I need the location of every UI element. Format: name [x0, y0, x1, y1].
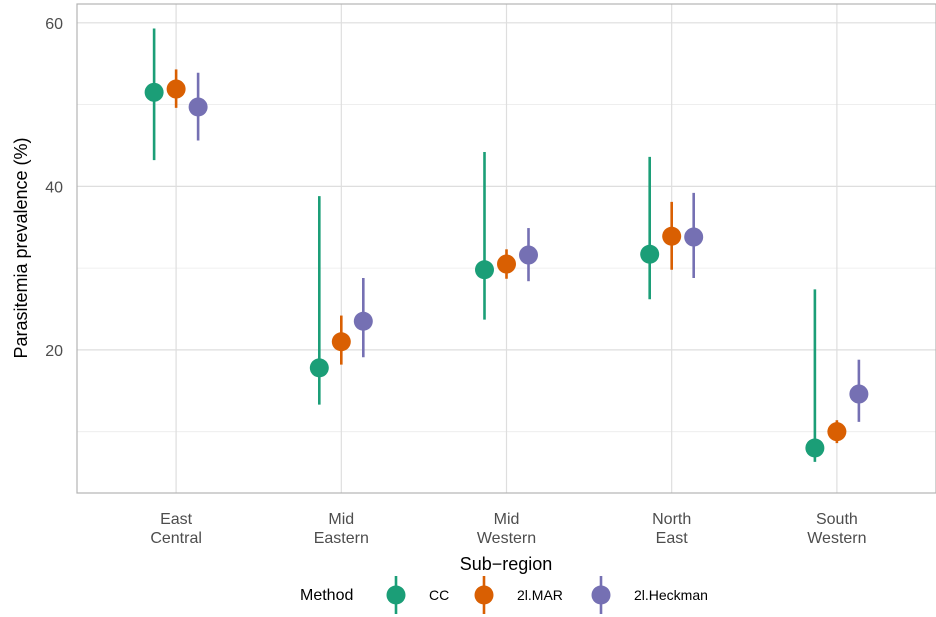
data-point: [144, 82, 164, 102]
x-axis-title: Sub−region: [460, 554, 553, 574]
legend-label: 2l.MAR: [517, 587, 563, 603]
y-tick-label: 40: [45, 179, 63, 196]
data-point: [684, 227, 704, 247]
panel-border: [76, 3, 936, 494]
data-point: [331, 332, 351, 352]
x-axis-ticks: East Central Mid Eastern Mid Western North East…: [150, 511, 866, 547]
data-point: [519, 245, 538, 265]
x-tick-label-line: Eastern: [314, 530, 369, 547]
x-tick-label: Mid Western: [477, 511, 536, 547]
x-tick-label: Mid Eastern: [314, 511, 369, 547]
legend-title: Method: [300, 587, 353, 604]
y-tick-label: 60: [45, 16, 63, 33]
legend-key-point: [591, 585, 611, 605]
data-point: [662, 226, 682, 246]
y-tick-label: 20: [45, 343, 63, 360]
legend-label: CC: [429, 587, 449, 603]
data-point: [309, 358, 329, 378]
legend-key-point: [474, 585, 494, 605]
x-tick-label-line: Western: [807, 530, 866, 547]
x-tick-label-line: Mid: [494, 511, 520, 528]
x-tick-label: South Western: [807, 511, 866, 547]
x-tick-label-line: Central: [150, 530, 202, 547]
data-point: [188, 97, 208, 117]
legend: Method CC 2l.MAR 2l.Heckman: [300, 576, 708, 614]
data-point: [353, 311, 373, 331]
x-tick-label-line: South: [816, 511, 858, 528]
y-axis-title: Parasitemia prevalence (%): [11, 137, 31, 358]
data-point: [849, 384, 869, 404]
x-tick-label-line: North: [652, 511, 691, 528]
data-point: [805, 438, 825, 458]
data-point: [640, 244, 660, 264]
data-marks: [144, 28, 869, 462]
x-tick-label-line: Mid: [328, 511, 354, 528]
x-tick-label-line: Western: [477, 530, 536, 547]
x-tick-label: North East: [652, 511, 691, 547]
data-point: [166, 79, 186, 99]
data-point: [497, 254, 516, 274]
x-tick-label-line: East: [656, 530, 689, 547]
legend-items: CC 2l.MAR 2l.Heckman: [386, 576, 708, 614]
legend-label: 2l.Heckman: [634, 587, 708, 603]
data-point: [827, 422, 847, 442]
legend-key-point: [386, 585, 406, 605]
x-tick-label-line: East: [160, 511, 193, 528]
y-axis-ticks: 20 40 60: [45, 16, 63, 360]
x-tick-label: East Central: [150, 511, 202, 547]
data-point: [475, 260, 494, 280]
